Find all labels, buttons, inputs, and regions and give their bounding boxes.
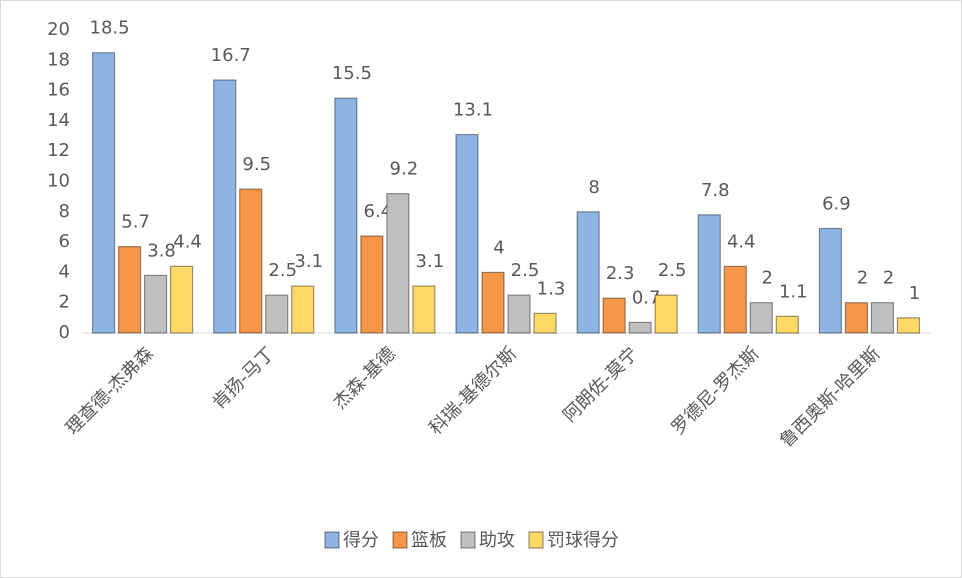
legend-swatch (460, 531, 476, 549)
bar (143, 274, 168, 334)
bar (239, 188, 263, 334)
value-label: 9.5 (242, 154, 271, 175)
bar (91, 52, 116, 334)
y-tick-label: 12 (47, 140, 70, 161)
value-label: 7.8 (701, 180, 730, 201)
legend-label: 罚球得分 (547, 530, 619, 551)
value-label: 16.7 (211, 45, 251, 66)
value-label: 4.4 (173, 231, 202, 252)
value-label: 3.1 (416, 251, 445, 272)
y-tick-label: 4 (59, 261, 70, 282)
y-tick-label: 8 (59, 201, 70, 222)
y-tick-label: 10 (47, 171, 70, 192)
value-label: 2 (857, 268, 868, 289)
bar (117, 246, 142, 334)
value-label: 2.5 (658, 260, 687, 281)
bar (775, 315, 799, 334)
bar (896, 317, 921, 334)
value-label: 1.3 (537, 278, 566, 299)
legend-label: 助攻 (479, 530, 515, 551)
legend-swatch (324, 531, 340, 549)
value-label: 13.1 (453, 100, 493, 121)
legend-label: 篮板 (411, 530, 447, 551)
bar (213, 79, 237, 334)
bar (507, 294, 531, 334)
value-label: 1 (909, 283, 920, 304)
bar (844, 302, 869, 334)
bar (360, 235, 384, 334)
y-tick-label: 0 (59, 322, 70, 343)
value-label: 15.5 (332, 63, 372, 84)
value-label: 2 (762, 268, 773, 289)
value-label: 4 (493, 237, 504, 258)
value-label: 6.9 (822, 193, 851, 214)
bar (334, 97, 358, 334)
value-label: 1.1 (779, 281, 808, 302)
bar (291, 285, 315, 334)
bar (818, 227, 843, 334)
bar (386, 193, 410, 334)
value-label: 3.8 (147, 240, 176, 261)
bar (576, 211, 600, 334)
value-label: 6.4 (364, 201, 393, 222)
y-tick-label: 2 (59, 292, 70, 313)
legend-label: 得分 (343, 530, 379, 551)
value-label: 2 (883, 268, 894, 289)
bar (697, 214, 721, 334)
bar (602, 297, 626, 334)
value-label: 2.3 (606, 263, 635, 284)
legend-swatch (392, 531, 408, 549)
y-tick-label: 14 (47, 110, 70, 131)
value-label: 18.5 (90, 18, 130, 39)
y-tick-label: 20 (47, 19, 70, 40)
bar (870, 302, 895, 334)
bar (169, 265, 194, 334)
bar (533, 312, 557, 334)
bar (455, 133, 479, 334)
legend-swatch (528, 531, 544, 549)
value-label: 5.7 (121, 212, 150, 233)
bar (265, 294, 289, 334)
bar (628, 321, 652, 334)
y-tick-label: 6 (59, 231, 70, 252)
bar (481, 271, 505, 334)
y-tick-label: 18 (47, 49, 70, 70)
value-label: 2.5 (268, 260, 297, 281)
value-label: 8 (588, 177, 599, 198)
bar (412, 285, 436, 334)
bar (654, 294, 678, 334)
bar (749, 302, 773, 334)
y-tick-label: 16 (47, 80, 70, 101)
value-label: 2.5 (511, 260, 540, 281)
value-label: 4.4 (727, 231, 756, 252)
value-label: 0.7 (632, 287, 661, 308)
value-label: 3.1 (294, 251, 323, 272)
bar (723, 265, 747, 334)
value-label: 9.2 (390, 159, 419, 180)
